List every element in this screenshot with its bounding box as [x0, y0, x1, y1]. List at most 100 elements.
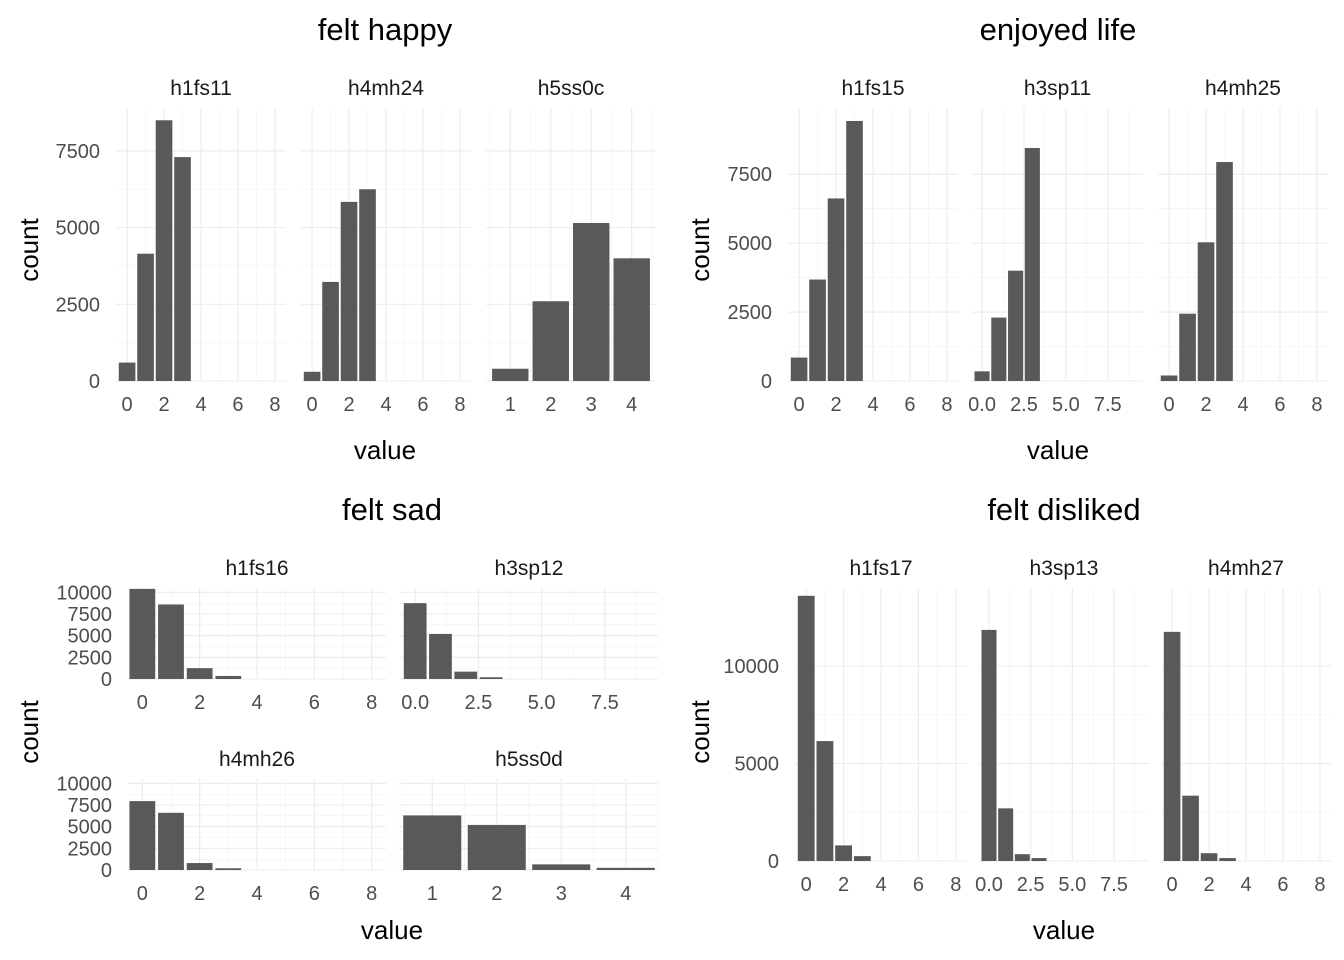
x-axis-title: value [1027, 435, 1089, 465]
bar-h4mh26-3 [215, 868, 242, 870]
facet-h3sp11: h3sp11 0.0 2.5 5.0 7.5 [968, 77, 1143, 416]
bar-h5ss0d-1 [403, 815, 462, 870]
bar-h4mh25-2 [1197, 242, 1215, 381]
x-tick-label: 2 [343, 394, 354, 416]
x-tick-label: 3 [556, 883, 567, 905]
x-tick-label: 8 [950, 874, 961, 896]
facet-strip-label: h4mh26 [219, 748, 295, 771]
x-tick-label: 7.5 [1100, 874, 1128, 896]
bar-h1fs17-1 [816, 741, 834, 861]
bar-h5ss0c-3 [573, 223, 610, 381]
bar-h3sp11-0 [974, 371, 990, 381]
bar-h1fs11-3 [174, 157, 191, 381]
x-tick-label: 2 [838, 874, 849, 896]
y-tick-label: 7500 [56, 141, 101, 163]
facet-h1fs11: h1fs11 0 2 4 6 8 0 2500 5000 7500 [56, 77, 286, 416]
y-tick-label: 0 [89, 371, 100, 393]
bar-h4mh24-1 [322, 281, 339, 381]
bar-h5ss0d-3 [532, 864, 591, 870]
x-tick-label: 4 [867, 394, 878, 416]
facet-strip-label: h4mh27 [1208, 557, 1284, 580]
y-tick-label: 2500 [68, 838, 113, 860]
bar-h4mh26-0 [129, 801, 156, 870]
bar-h1fs17-3 [853, 856, 871, 861]
bar-h5ss0c-2 [532, 301, 569, 381]
facet-strip-label: h1fs11 [170, 77, 232, 100]
plot-title: felt happy [318, 12, 453, 47]
bar-h4mh24-3 [359, 189, 376, 381]
facet-h4mh27: h4mh27 0 2 4 6 8 [1161, 557, 1331, 896]
bar-h4mh25-0 [1160, 375, 1178, 381]
quadrant-felt-happy: felt happy value count [14, 12, 453, 465]
x-tick-label: 8 [366, 883, 377, 905]
x-tick-label: 0 [137, 692, 148, 714]
facet-strip-label: h5ss0d [495, 748, 563, 771]
bar-h3sp12-1 [429, 633, 452, 679]
x-tick-label: 4 [380, 394, 391, 416]
x-tick-label: 3 [586, 394, 597, 416]
x-tick-label: 2.5 [1010, 394, 1038, 416]
bar-h4mh24-0 [303, 371, 321, 381]
bar-h1fs11-1 [137, 253, 154, 381]
x-tick-label: 2 [830, 394, 841, 416]
y-tick-label: 5000 [735, 754, 780, 776]
bar-h1fs11-0 [118, 362, 136, 381]
x-tick-label: 2 [158, 394, 169, 416]
x-tick-label: 2 [194, 883, 205, 905]
x-tick-label: 6 [913, 874, 924, 896]
x-tick-label: 6 [1277, 874, 1288, 896]
y-tick-label: 10000 [56, 582, 112, 604]
x-tick-label: 4 [195, 394, 206, 416]
x-tick-label: 2.5 [1017, 874, 1045, 896]
x-tick-label: 1 [505, 394, 516, 416]
y-tick-label: 2500 [56, 294, 101, 316]
x-tick-label: 8 [941, 394, 952, 416]
plot-title: enjoyed life [980, 12, 1137, 47]
bar-h1fs16-1 [158, 604, 184, 679]
x-tick-label: 4 [626, 394, 637, 416]
x-tick-label: 0.0 [968, 394, 996, 416]
facet-strip-label: h3sp12 [495, 557, 564, 580]
bar-h1fs15-3 [846, 120, 863, 382]
facet-strip-label: h5ss0c [538, 77, 605, 100]
y-axis-title: count [685, 699, 715, 763]
x-tick-label: 5.0 [528, 692, 556, 714]
facet-h4mh25: h4mh25 0 2 4 6 8 [1158, 77, 1328, 416]
bar-h4mh24-2 [340, 201, 358, 381]
y-tick-label: 7500 [68, 604, 113, 626]
bar-h4mh27-0 [1163, 631, 1181, 861]
y-axis-title: count [14, 217, 44, 281]
bar-h1fs15-0 [790, 357, 808, 381]
y-tick-label: 5000 [68, 817, 113, 839]
bar-h3sp13-3 [1031, 858, 1047, 861]
x-tick-label: 0 [801, 874, 812, 896]
y-tick-label: 10000 [723, 656, 779, 678]
x-tick-label: 2 [1203, 874, 1214, 896]
bar-h4mh25-1 [1179, 313, 1196, 381]
x-tick-label: 4 [620, 883, 631, 905]
x-tick-label: 1 [427, 883, 438, 905]
y-tick-label: 5000 [68, 626, 113, 648]
facet-h3sp12: h3sp12 0.0 2.5 5.0 7.5 [400, 557, 658, 714]
plot-title: felt disliked [987, 492, 1140, 527]
x-tick-label: 0 [794, 394, 805, 416]
y-tick-label: 2500 [68, 647, 113, 669]
x-tick-label: 6 [904, 394, 915, 416]
x-tick-label: 6 [1274, 394, 1285, 416]
y-tick-label: 5000 [56, 218, 101, 240]
x-axis-title: value [354, 435, 416, 465]
plot-title: felt sad [342, 492, 442, 527]
x-tick-label: 7.5 [1094, 394, 1122, 416]
y-axis-title: count [14, 699, 44, 763]
bar-h5ss0c-1 [492, 368, 529, 381]
facet-h3sp13: h3sp13 0.0 2.5 5.0 7.5 [975, 557, 1149, 896]
y-tick-label: 5000 [728, 233, 773, 255]
bar-h4mh25-3 [1216, 162, 1233, 381]
facet-strip-label: h1fs17 [849, 557, 912, 580]
x-tick-label: 0 [122, 394, 133, 416]
bar-h1fs15-1 [809, 279, 826, 381]
x-tick-label: 2 [194, 692, 205, 714]
x-tick-label: 8 [269, 394, 280, 416]
